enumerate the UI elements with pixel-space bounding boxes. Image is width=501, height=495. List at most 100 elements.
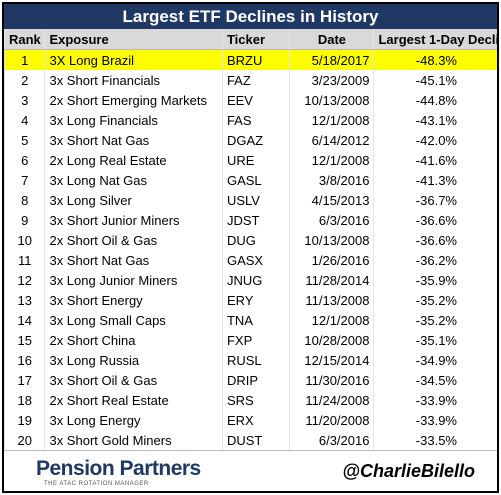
cell: 3x Short Oil & Gas [44, 370, 223, 390]
row: 2 3x Short Financials FAZ 3/23/2009 -45.1% [3, 70, 497, 90]
cell: 3 [3, 90, 45, 110]
cell: 3x Short Junior Miners [44, 210, 223, 230]
cell: 16 [3, 350, 45, 370]
row: 11 3x Short Nat Gas GASX 1/26/2016 -36.2% [3, 250, 497, 270]
cell: URE [221, 150, 290, 170]
row: 5 3x Short Nat Gas DGAZ 6/14/2012 -42.0% [3, 130, 497, 150]
cell: 12/1/2008 [289, 110, 374, 130]
cell: 3x Short Energy [44, 290, 223, 310]
cell: 11 [3, 250, 45, 270]
handle: @CharlieBilello [342, 461, 475, 481]
cell: 17 [3, 370, 45, 390]
column-header: Ticker [221, 29, 290, 50]
cell: ERY [221, 290, 290, 310]
row: 18 2x Short Real Estate SRS 11/24/2008 -33.9… [3, 390, 497, 410]
cell: -36.6% [373, 210, 497, 230]
table-body: 1 3X Long Brazil BRZU 5/18/2017 -48.3% 2 3x Sh… [3, 49, 497, 450]
row: 7 3x Long Nat Gas GASL 3/8/2016 -41.3% [3, 170, 497, 190]
cell: 2x Long Real Estate [44, 150, 223, 170]
row: 1 3X Long Brazil BRZU 5/18/2017 -48.3% [3, 49, 497, 70]
cell: 4 [3, 110, 45, 130]
cell: 3/8/2016 [289, 170, 374, 190]
cell: 10 [3, 230, 45, 250]
cell: 10/13/2008 [289, 230, 374, 250]
cell: -34.5% [373, 370, 497, 390]
cell: -36.2% [373, 250, 497, 270]
row: 12 3x Long Junior Miners JNUG 11/28/2014 -35… [3, 270, 497, 290]
cell: -35.1% [373, 330, 497, 350]
row: 4 3x Long Financials FAS 12/1/2008 -43.1% [3, 110, 497, 130]
cell: 2 [3, 70, 45, 90]
cell: GASX [221, 250, 290, 270]
tagline: THE ATAC ROTATION MANAGER [44, 481, 149, 487]
cell: -33.5% [373, 430, 497, 450]
row: 9 3x Short Junior Miners JDST 6/3/2016 -36.6… [3, 210, 497, 230]
footer: Pension Partners THE ATAC ROTATION MANAG… [4, 450, 497, 492]
cell: 3x Long Small Caps [44, 310, 223, 330]
cell: FAS [221, 110, 290, 130]
cell: 18 [3, 390, 45, 410]
row: 6 2x Long Real Estate URE 12/1/2008 -41.6% [3, 150, 497, 170]
cell: 11/30/2016 [289, 370, 374, 390]
cell: 2x Short China [44, 330, 223, 350]
cell: 12/15/2014 [289, 350, 374, 370]
cell: 6/3/2016 [289, 210, 374, 230]
cell: -43.1% [373, 110, 497, 130]
cell: 11/20/2008 [289, 410, 374, 430]
cell: 3x Long Energy [44, 410, 223, 430]
cell: RUSL [221, 350, 290, 370]
cell: BRZU [221, 49, 290, 70]
table: Rank Exposure Ticker Date Largest 1-Day Decl… [3, 29, 497, 450]
row: 3 2x Short Emerging Markets EEV 10/13/2008-… [3, 90, 497, 110]
cell: JDST [221, 210, 290, 230]
cell: 13 [3, 290, 45, 310]
cell: -41.6% [373, 150, 497, 170]
cell: 7 [3, 170, 45, 190]
cell: -34.9% [373, 350, 497, 370]
cell: 2x Short Real Estate [44, 390, 223, 410]
cell: 11/24/2008 [289, 390, 374, 410]
cell: 3x Long Junior Miners [44, 270, 223, 290]
cell: 8 [3, 190, 45, 210]
cell: 4/15/2013 [289, 190, 374, 210]
cell: 12/1/2008 [289, 310, 374, 330]
cell: 12/1/2008 [289, 150, 374, 170]
cell: -33.9% [373, 410, 497, 430]
cell: DRIP [221, 370, 290, 390]
cell: EEV [221, 90, 290, 110]
cell: USLV [221, 190, 290, 210]
cell: -35.2% [373, 290, 497, 310]
cell: 10/13/2008 [289, 90, 374, 110]
cell: ERX [221, 410, 290, 430]
cell: FAZ [221, 70, 290, 90]
row: 17 3x Short Oil & Gas DRIP 11/30/2016 -34.5% [3, 370, 497, 390]
cell: 20 [3, 430, 45, 450]
cell: -36.6% [373, 230, 497, 250]
title: Largest ETF Declines in History [4, 4, 497, 29]
column-header: Exposure [44, 29, 223, 50]
row: 13 3x Short Energy ERY 11/13/2008 -35.2% [3, 290, 497, 310]
cell: DUG [221, 230, 290, 250]
cell: 3x Long Russia [44, 350, 223, 370]
cell: -48.3% [373, 49, 497, 70]
row: 16 3x Long Russia RUSL 12/15/2014 -34.9% [3, 350, 497, 370]
cell: DUST [221, 430, 290, 450]
row: 20 3x Short Gold Miners DUST 6/3/2016 -33.5% [3, 430, 497, 450]
cell: 14 [3, 310, 45, 330]
cell: 3x Long Nat Gas [44, 170, 223, 190]
cell: 3x Short Nat Gas [44, 130, 223, 150]
cell: FXP [221, 330, 290, 350]
row: 8 3x Long Silver USLV 4/15/2013 -36.7% [3, 190, 497, 210]
cell: -35.9% [373, 270, 497, 290]
cell: 6 [3, 150, 45, 170]
cell: -44.8% [373, 90, 497, 110]
cell: 15 [3, 330, 45, 350]
column-header: Largest 1-Day Decline [373, 29, 497, 50]
cell: -33.9% [373, 390, 497, 410]
row: 10 2x Short Oil & Gas DUG 10/13/2008 -36.6% [3, 230, 497, 250]
cell: -36.7% [373, 190, 497, 210]
cell: GASL [221, 170, 290, 190]
cell: 2x Short Oil & Gas [44, 230, 223, 250]
